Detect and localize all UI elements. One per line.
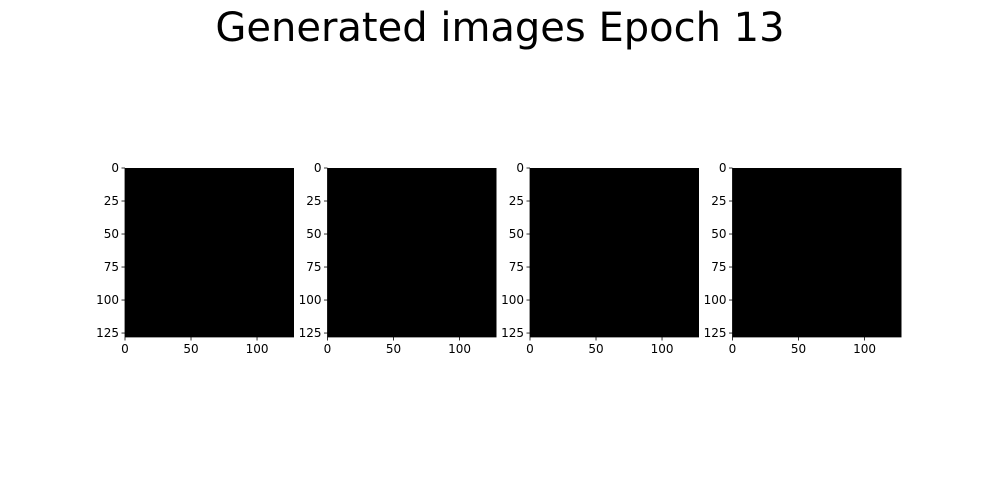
generated-image-3: [530, 168, 699, 337]
y-tick-label: 75: [509, 260, 524, 274]
y-tick-label: 75: [104, 260, 119, 274]
y-tick-label: 25: [711, 194, 726, 208]
y-tick-label: 50: [711, 227, 726, 241]
x-tick-label: 100: [651, 342, 674, 356]
y-tick-label: 50: [509, 227, 524, 241]
y-tick-label: 125: [299, 326, 322, 340]
y-tick-label: 125: [704, 326, 727, 340]
y-tick-label: 100: [299, 293, 322, 307]
y-tick-label: 0: [111, 161, 119, 175]
y-tick-label: 100: [704, 293, 727, 307]
y-tick-label: 0: [314, 161, 322, 175]
generated-image-1: [125, 168, 294, 337]
x-tick-label: 0: [526, 342, 534, 356]
y-tick-label: 0: [719, 161, 727, 175]
generated-image-4: [732, 168, 902, 337]
y-tick-label: 25: [306, 194, 321, 208]
y-tick-label: 50: [306, 227, 321, 241]
y-tick-label: 25: [104, 194, 119, 208]
x-tick-label: 50: [791, 342, 806, 356]
y-tick-label: 75: [711, 260, 726, 274]
generated-image-2: [327, 168, 497, 337]
y-tick-label: 50: [104, 227, 119, 241]
x-tick-label: 0: [324, 342, 332, 356]
x-tick-label: 50: [588, 342, 603, 356]
x-tick-label: 0: [729, 342, 737, 356]
figure-title: Generated images Epoch 13: [215, 5, 785, 51]
x-tick-label: 100: [853, 342, 876, 356]
y-tick-label: 75: [306, 260, 321, 274]
y-tick-label: 100: [501, 293, 524, 307]
y-tick-label: 100: [96, 293, 119, 307]
x-tick-label: 100: [448, 342, 471, 356]
x-tick-label: 100: [246, 342, 269, 356]
x-tick-label: 50: [183, 342, 198, 356]
y-tick-label: 125: [96, 326, 119, 340]
y-tick-label: 125: [501, 326, 524, 340]
x-tick-label: 0: [121, 342, 129, 356]
y-tick-label: 0: [516, 161, 524, 175]
x-tick-label: 50: [386, 342, 401, 356]
y-tick-label: 25: [509, 194, 524, 208]
